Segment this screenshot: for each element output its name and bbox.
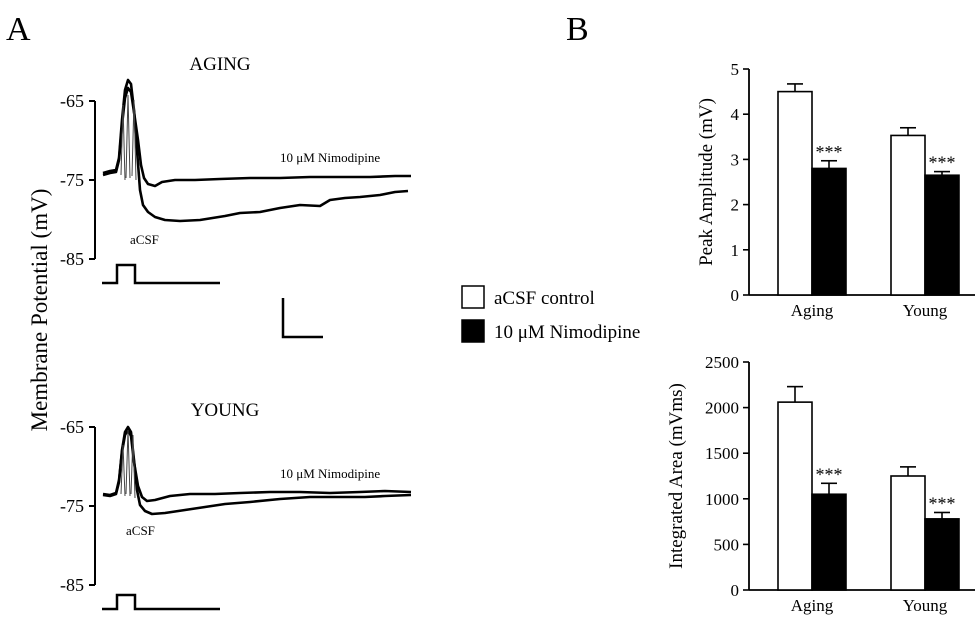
aging-nimodipine-label: 10 μM Nimodipine <box>280 150 380 165</box>
integrated-area-chart: 0 500 1000 1500 2000 2500 Integrated Area (mVm… <box>666 353 975 615</box>
y-tick-label: 5 <box>731 60 740 79</box>
aging-nimodipine-trace <box>102 86 411 188</box>
significance-marker: *** <box>816 142 843 162</box>
legend-swatch-acsf <box>461 285 485 309</box>
young-title: YOUNG <box>191 400 260 421</box>
aging-tick-label: -85 <box>60 249 84 269</box>
legend: aCSF control 10 μM Nimodipine <box>461 285 640 343</box>
young-tick-label: -65 <box>60 417 84 437</box>
y-tick-label: 500 <box>714 535 740 554</box>
aging-acsf-label: aCSF <box>130 232 159 247</box>
aging-tick-label: -65 <box>60 91 84 111</box>
x-category-label: Aging <box>791 596 834 615</box>
legend-swatch-nimodipine <box>461 319 485 343</box>
panel-letter-b: B <box>566 11 589 48</box>
significance-marker: *** <box>816 464 843 484</box>
significance-marker: *** <box>929 493 956 513</box>
young-tick-label: -75 <box>60 496 84 516</box>
y-tick-label: 0 <box>731 581 740 600</box>
young-tick-label: -85 <box>60 575 84 595</box>
y-tick-label: 2500 <box>705 353 739 372</box>
young-stimulus-pulse <box>102 593 220 611</box>
aging-tick-label: -75 <box>60 170 84 190</box>
aging-stimulus-pulse <box>102 263 220 285</box>
scale-bar <box>281 298 323 339</box>
bar <box>890 475 926 591</box>
y-axis-label: Integrated Area (mVms) <box>666 383 687 569</box>
peak-amplitude-chart: 0 1 2 3 4 5 Peak Amplitude (mV) Aging Young *** **… <box>696 60 975 320</box>
y-tick-label: 1000 <box>705 490 739 509</box>
aging-trace-panel: AGING -65 -75 -85 10 μM Nimodipine aCSF <box>60 54 411 285</box>
bar <box>890 134 926 296</box>
x-category-label: Aging <box>791 301 834 320</box>
y-tick-label: 1 <box>731 241 740 260</box>
aging-title: AGING <box>189 54 250 75</box>
legend-label-nimodipine: 10 μM Nimodipine <box>494 322 640 343</box>
y-tick-label: 3 <box>731 150 740 169</box>
young-spike-overlay <box>120 429 136 499</box>
y-tick-label: 2000 <box>705 399 739 418</box>
young-trace-panel: YOUNG -65 -75 -85 10 μM Nimodipine aCSF <box>60 400 412 611</box>
bar <box>777 90 813 296</box>
bar <box>811 167 847 296</box>
y-tick-label: 1500 <box>705 444 739 463</box>
bar <box>924 174 960 296</box>
x-category-label: Young <box>903 301 948 320</box>
y-tick-label: 4 <box>731 105 740 124</box>
panel-letter-a: A <box>6 11 31 48</box>
y-tick-label: 2 <box>731 196 740 215</box>
bar <box>811 493 847 591</box>
young-acsf-label: aCSF <box>126 523 155 538</box>
y-tick-label: 0 <box>731 286 740 305</box>
bar <box>924 518 960 591</box>
bar <box>777 401 813 591</box>
young-nimodipine-trace <box>102 428 412 503</box>
y-axis-label: Peak Amplitude (mV) <box>696 98 717 266</box>
young-nimodipine-label: 10 μM Nimodipine <box>280 466 380 481</box>
significance-marker: *** <box>929 153 956 173</box>
aging-spike-overlay <box>120 94 137 181</box>
membrane-potential-axis-label: Membrane Potential (mV) <box>27 189 52 432</box>
legend-label-acsf: aCSF control <box>494 288 595 309</box>
x-category-label: Young <box>903 596 948 615</box>
